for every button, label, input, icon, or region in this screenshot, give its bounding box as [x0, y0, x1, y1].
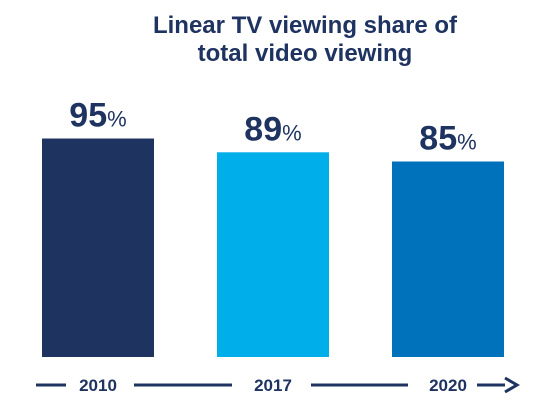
- x-tick-label-2020: 2020: [429, 376, 467, 395]
- data-label-value: 89: [244, 110, 282, 148]
- data-label-2020: 85%: [419, 120, 476, 158]
- x-axis-arrow-icon: [504, 376, 520, 394]
- x-tick-label-2010: 2010: [79, 376, 117, 395]
- data-label-2017: 89%: [244, 110, 301, 148]
- bars-layer: [42, 138, 504, 357]
- data-label-unit: %: [107, 107, 127, 132]
- data-label-2010: 95%: [69, 97, 126, 135]
- bar-2017: [217, 152, 329, 357]
- x-tick-label-2017: 2017: [254, 376, 292, 395]
- bar-2020: [392, 161, 504, 357]
- data-label-unit: %: [457, 130, 477, 155]
- data-label-value: 95: [69, 97, 107, 135]
- bar-2010: [42, 138, 154, 357]
- chart-title-line-2: total video viewing: [198, 40, 413, 67]
- chart-title-line-1: Linear TV viewing share of: [153, 12, 458, 39]
- data-labels-layer: 95% 89% 85%: [69, 97, 476, 158]
- data-label-unit: %: [282, 120, 302, 145]
- x-axis: 2010 2017 2020: [36, 376, 520, 395]
- data-label-value: 85: [419, 120, 457, 158]
